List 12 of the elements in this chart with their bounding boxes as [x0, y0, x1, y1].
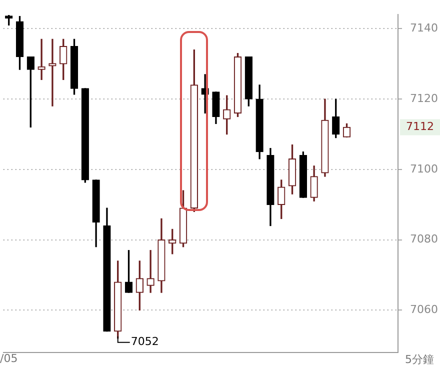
y-tick-label: 7060 — [410, 303, 438, 316]
y-tick-label: 7080 — [410, 232, 438, 246]
candlestick — [38, 38, 46, 80]
candlestick — [48, 38, 56, 106]
y-tick-label: 7140 — [410, 22, 438, 35]
y-tick-label: 7100 — [410, 162, 438, 176]
text: 7112 — [406, 120, 434, 134]
x-tick-label: /05 — [0, 352, 18, 365]
y-tick-label: 7120 — [410, 92, 438, 105]
annotation: 7052 — [130, 335, 159, 348]
candlestick — [146, 250, 154, 293]
x-axis-title: 5分鐘 — [405, 352, 434, 367]
